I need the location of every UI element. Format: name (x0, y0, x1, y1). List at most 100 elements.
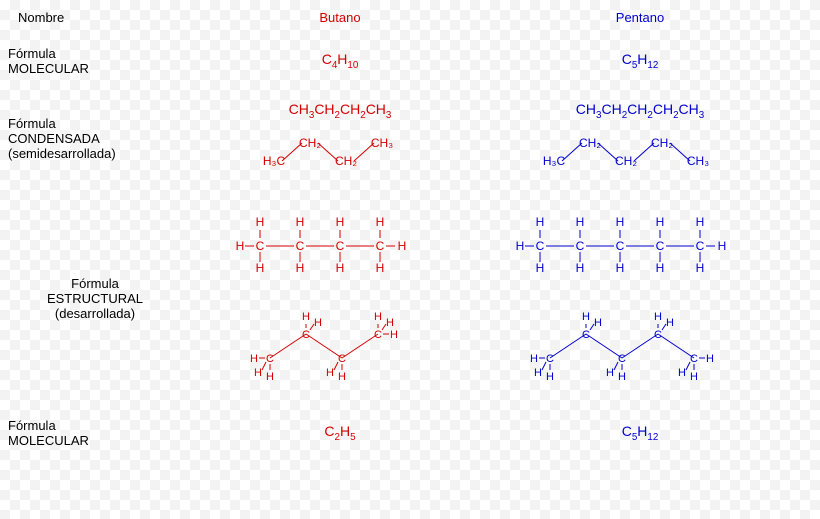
svg-text:H: H (594, 317, 602, 329)
butano-condensed-zigzag: H₃C CH₂ CH₂ CH₃ (250, 135, 430, 175)
svg-text:H: H (336, 261, 345, 275)
svg-text:H: H (718, 239, 727, 253)
pentano-condensed-zigzag: H₃C CH₂ CH₂ CH₂ CH₃ (530, 135, 750, 175)
svg-text:H: H (546, 371, 554, 383)
pentano-condensed: CH3CH2CH2CH2CH3 H₃C CH₂ CH₂ CH₂ CH₃ (490, 88, 790, 188)
butano-molecular2-formula: C2H5 (324, 423, 355, 443)
svg-text:C: C (618, 353, 626, 365)
svg-text:C: C (616, 239, 625, 253)
svg-text:C: C (374, 329, 382, 341)
svg-text:H: H (582, 311, 590, 323)
row-molecular2-label: Fórmula MOLECULAR (0, 408, 190, 458)
formula-table: Nombre Butano Pentano Fórmula MOLECULAR … (0, 0, 820, 458)
svg-text:H: H (618, 371, 626, 383)
svg-text:H: H (390, 329, 398, 341)
svg-text:H: H (376, 215, 385, 229)
butano-condensed: CH3CH2CH2CH3 H₃C CH₂ CH₂ CH₃ (190, 88, 490, 188)
svg-text:H: H (336, 215, 345, 229)
svg-text:H: H (616, 261, 625, 275)
svg-text:H: H (236, 239, 245, 253)
svg-text:H: H (256, 215, 265, 229)
pentano-condensed-flat: CH3CH2CH2CH2CH3 (576, 101, 704, 121)
pentano-molecular-formula: C5H12 (622, 51, 659, 71)
svg-text:H: H (536, 215, 545, 229)
svg-text:H: H (534, 367, 542, 379)
header-pentano: Pentano (490, 0, 790, 34)
svg-text:C: C (296, 239, 305, 253)
svg-text:H: H (326, 367, 334, 379)
svg-text:H₃C: H₃C (543, 154, 566, 168)
svg-text:H: H (696, 215, 705, 229)
svg-text:H: H (690, 371, 698, 383)
svg-text:CH₂: CH₂ (299, 136, 321, 150)
svg-text:H: H (376, 261, 385, 275)
svg-text:CH₂: CH₂ (579, 136, 601, 150)
svg-text:H: H (616, 215, 625, 229)
svg-text:H: H (266, 371, 274, 383)
pentano-molecular: C5H12 (490, 34, 790, 88)
svg-text:H: H (296, 215, 305, 229)
svg-text:H: H (576, 261, 585, 275)
svg-text:H: H (374, 311, 382, 323)
svg-text:CH₃: CH₃ (687, 154, 709, 168)
svg-text:C: C (302, 329, 310, 341)
header-nombre: Nombre (8, 10, 182, 25)
svg-text:H: H (530, 353, 538, 365)
svg-text:H: H (606, 367, 614, 379)
svg-text:H: H (254, 367, 262, 379)
butano-skeletal: CHHHCHHCHHCHHH (240, 310, 440, 390)
butano-structural: HCHHCHHCHHCHHH CHHHCHHCHHCHHH (190, 188, 490, 408)
svg-text:H: H (386, 317, 394, 329)
butano-molecular: C4H10 (190, 34, 490, 88)
svg-text:C: C (546, 353, 554, 365)
svg-text:H: H (398, 239, 407, 253)
svg-text:H: H (678, 367, 686, 379)
svg-text:C: C (336, 239, 345, 253)
butano-molecular2: C2H5 (190, 408, 490, 458)
svg-text:CH₂: CH₂ (651, 136, 673, 150)
svg-text:C: C (582, 329, 590, 341)
header-label: Nombre (0, 0, 190, 34)
svg-text:H: H (666, 317, 674, 329)
svg-text:H: H (536, 261, 545, 275)
row-molecular-label: Fórmula MOLECULAR (0, 34, 190, 88)
svg-text:C: C (536, 239, 545, 253)
pentano-skeletal: CHHHCHHCHHCHHCHHH (520, 310, 760, 390)
svg-text:H: H (256, 261, 265, 275)
svg-text:C: C (376, 239, 385, 253)
row-condensed-label: Fórmula CONDENSADA (semidesarrollada) (0, 88, 190, 188)
svg-text:C: C (654, 329, 662, 341)
svg-text:CH₂: CH₂ (335, 154, 357, 168)
butano-molecular-formula: C4H10 (322, 51, 359, 71)
svg-text:C: C (690, 353, 698, 365)
svg-text:CH₃: CH₃ (371, 136, 393, 150)
butano-condensed-flat: CH3CH2CH2CH3 (289, 101, 392, 121)
svg-text:C: C (656, 239, 665, 253)
svg-text:H: H (656, 215, 665, 229)
pentano-molecular2: C5H12 (490, 408, 790, 458)
svg-text:C: C (576, 239, 585, 253)
svg-text:C: C (256, 239, 265, 253)
svg-text:H: H (654, 311, 662, 323)
pentano-structural: HCHHCHHCHHCHHCHHH CHHHCHHCHHCHHCHHH (490, 188, 790, 408)
svg-text:H: H (314, 317, 322, 329)
svg-text:H: H (706, 353, 714, 365)
svg-text:C: C (338, 353, 346, 365)
svg-text:H: H (656, 261, 665, 275)
svg-text:H: H (296, 261, 305, 275)
svg-text:CH₂: CH₂ (615, 154, 637, 168)
svg-text:H: H (576, 215, 585, 229)
pentano-lewis: HCHHCHHCHHCHHCHHH (510, 206, 770, 286)
svg-text:H: H (250, 353, 258, 365)
svg-text:H: H (338, 371, 346, 383)
header-butano: Butano (190, 0, 490, 34)
svg-text:C: C (266, 353, 274, 365)
pentano-molecular2-formula: C5H12 (622, 423, 659, 443)
svg-text:H: H (516, 239, 525, 253)
svg-text:C: C (696, 239, 705, 253)
svg-text:H: H (302, 311, 310, 323)
butano-lewis: HCHHCHHCHHCHHH (230, 206, 450, 286)
row-structural-label: Fórmula ESTRUCTURAL (desarrollada) (0, 188, 190, 408)
svg-text:H₃C: H₃C (263, 154, 286, 168)
svg-text:H: H (696, 261, 705, 275)
